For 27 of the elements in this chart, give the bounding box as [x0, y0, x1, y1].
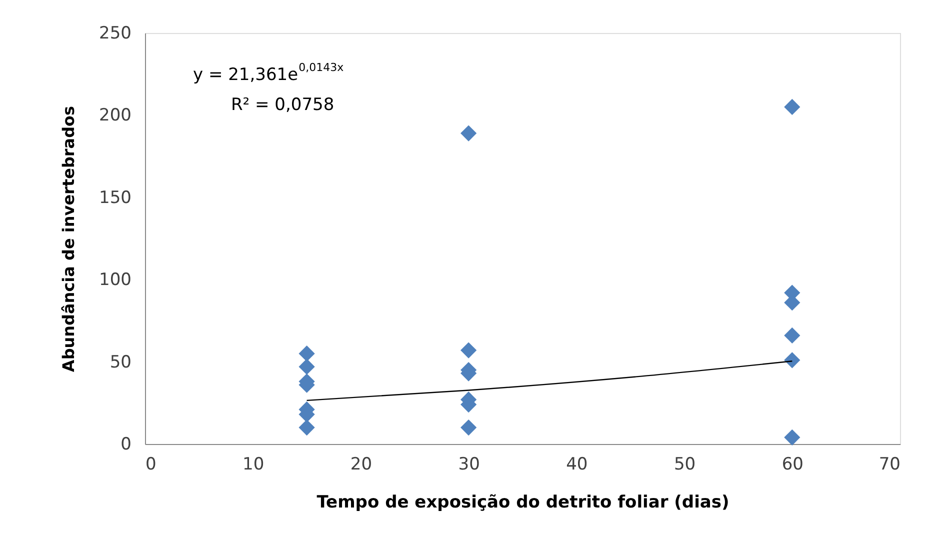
y-tick-label: 0	[120, 434, 132, 454]
x-tick-label: 50	[674, 454, 696, 474]
y-tick-label: 150	[99, 188, 132, 208]
point	[460, 125, 477, 142]
point	[298, 346, 315, 362]
point	[298, 358, 315, 375]
point	[784, 429, 800, 446]
x-tick-label: 60	[782, 454, 804, 474]
x-tick-label: 30	[458, 454, 480, 474]
point	[298, 420, 315, 436]
x-tick-label: 10	[242, 454, 264, 474]
x-tick-label: 20	[350, 454, 372, 474]
y-tick-label: 50	[110, 352, 132, 372]
point	[784, 98, 800, 116]
y-tick-label: 250	[99, 24, 132, 44]
point	[460, 342, 477, 358]
y-tick-label: 200	[99, 106, 132, 126]
x-tick-label: 0	[146, 454, 156, 474]
point	[784, 327, 800, 344]
y-tick-label: 100	[99, 270, 132, 290]
annotation: R² = 0,0758	[231, 95, 334, 115]
x-tick-label: 40	[566, 454, 588, 474]
y-axis-title: Abundância de invertebrados	[59, 106, 78, 372]
x-axis-title: Tempo de exposição do detrito foliar (dias)	[316, 492, 730, 512]
point	[460, 420, 477, 436]
x-tick-label: 70	[878, 454, 900, 474]
point	[784, 352, 800, 368]
